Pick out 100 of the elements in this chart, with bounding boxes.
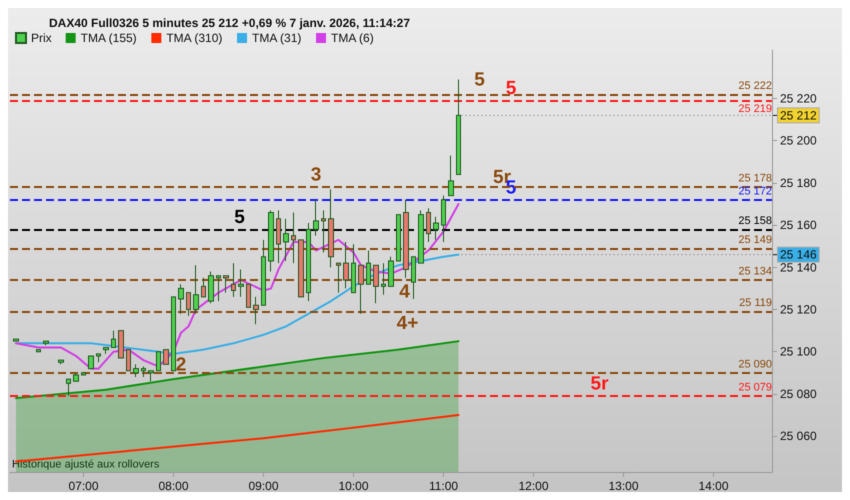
legend-label: Prix [31, 31, 52, 45]
candlestick [306, 222, 311, 302]
x-tick-label: 08:00 [158, 479, 189, 493]
candlestick [36, 349, 41, 352]
candlestick [118, 330, 124, 359]
candlestick [178, 284, 184, 314]
candlestick [238, 268, 244, 298]
candlestick [126, 349, 131, 372]
y-tick-label: 25 140 [780, 260, 818, 274]
candlestick [388, 256, 394, 287]
candlestick [58, 360, 64, 365]
candlestick [448, 155, 454, 196]
candlestick [193, 264, 199, 314]
candlestick [373, 264, 379, 304]
annotation: 4+ [396, 313, 418, 334]
ref-line-label: 25 090 [738, 358, 772, 370]
candlestick [163, 349, 169, 365]
candlestick [328, 188, 334, 268]
candlestick [231, 262, 236, 298]
annotation: 5r [590, 374, 610, 395]
x-tick-label: 14:00 [698, 479, 729, 493]
candlestick [156, 351, 161, 372]
candlestick [253, 296, 259, 325]
annotation: 5 [234, 206, 246, 228]
candlestick [456, 79, 461, 175]
candlestick [441, 195, 446, 243]
chart-title: DAX40 Full0326 5 minutes 25 212 +0,69 % 7 janv. 2026, 11:14:27 [49, 16, 410, 30]
ref-line-label: 25 119 [739, 297, 772, 310]
candlestick [276, 210, 281, 264]
candlestick [403, 199, 409, 278]
candlestick [351, 244, 356, 294]
candlestick [141, 366, 146, 378]
candlestick [201, 277, 206, 298]
ref-line-label: 25 158 [738, 214, 772, 227]
legend-label: TMA (6) [331, 31, 374, 45]
candlestick [426, 208, 431, 243]
ref-line-label: 25 172 [738, 185, 772, 198]
y-tick-label: 25 160 [780, 218, 818, 232]
y-tick-label: 25 080 [780, 386, 818, 401]
candlestick [88, 355, 94, 370]
candlestick [268, 210, 274, 272]
candlestick [396, 214, 401, 262]
annotation: 5 [506, 78, 517, 100]
candlestick [358, 264, 364, 314]
candlestick [43, 340, 49, 346]
candlestick [148, 370, 154, 382]
candlestick [133, 364, 139, 378]
y-tick-label: 25 060 [780, 429, 818, 444]
candlestick [81, 372, 86, 376]
candlestick [418, 210, 424, 264]
candlestick [381, 262, 386, 296]
ref-line-label: 25 134 [738, 265, 772, 278]
candlestick [103, 347, 109, 354]
y-tick-label: 25 120 [780, 302, 818, 317]
annotation: 5 [474, 70, 486, 91]
annotation: 25 212 [780, 108, 818, 122]
x-tick-label: 07:00 [68, 479, 99, 493]
candlestick [73, 372, 79, 382]
legend-label: TMA (310) [166, 31, 222, 45]
candlestick [283, 218, 289, 262]
annotation: 4 [399, 281, 410, 302]
candlestick [291, 212, 296, 264]
annotation: 3 [310, 164, 322, 186]
candlestick [298, 239, 304, 298]
ref-line-label: 25 222 [738, 80, 772, 92]
y-tick-label: 25 180 [780, 176, 818, 190]
x-tick-label: 10:00 [338, 479, 369, 493]
candlestick [433, 216, 439, 240]
candlestick [261, 239, 266, 306]
y-tick-label: 25 200 [780, 134, 818, 148]
ref-line-label: 25 219 [738, 103, 772, 116]
ref-line-label: 25 149 [738, 234, 772, 246]
candlestick [208, 271, 214, 304]
candlestick [223, 275, 229, 294]
ref-line-label: 25 079 [738, 382, 772, 394]
annotation: Historique ajusté aux rollovers [12, 458, 160, 470]
line-series [15, 203, 460, 370]
candlestick [321, 210, 326, 254]
candlestick [216, 275, 221, 302]
candlestick [111, 330, 116, 348]
y-tick-label: 25 100 [780, 344, 818, 359]
candlestick [411, 256, 416, 300]
legend-label: TMA (31) [252, 31, 302, 45]
candlestick [246, 284, 251, 308]
candlestick [13, 338, 19, 342]
x-tick-label: 12:00 [518, 479, 549, 493]
annotation: 2 [176, 354, 186, 376]
x-tick-label: 11:00 [428, 479, 458, 493]
ref-line-label: 25 178 [738, 172, 772, 185]
legend-label: TMA (155) [80, 31, 137, 45]
candlestick [96, 353, 101, 363]
x-tick-label: 13:00 [608, 479, 639, 493]
candlestick [336, 262, 341, 294]
candlestick [366, 250, 371, 285]
candlestick [186, 292, 191, 316]
candlestick [343, 242, 349, 289]
annotation: 25 146 [780, 248, 818, 262]
y-tick-label: 25 220 [780, 92, 818, 106]
candlestick [171, 296, 176, 372]
x-tick-label: 09:00 [248, 479, 279, 493]
